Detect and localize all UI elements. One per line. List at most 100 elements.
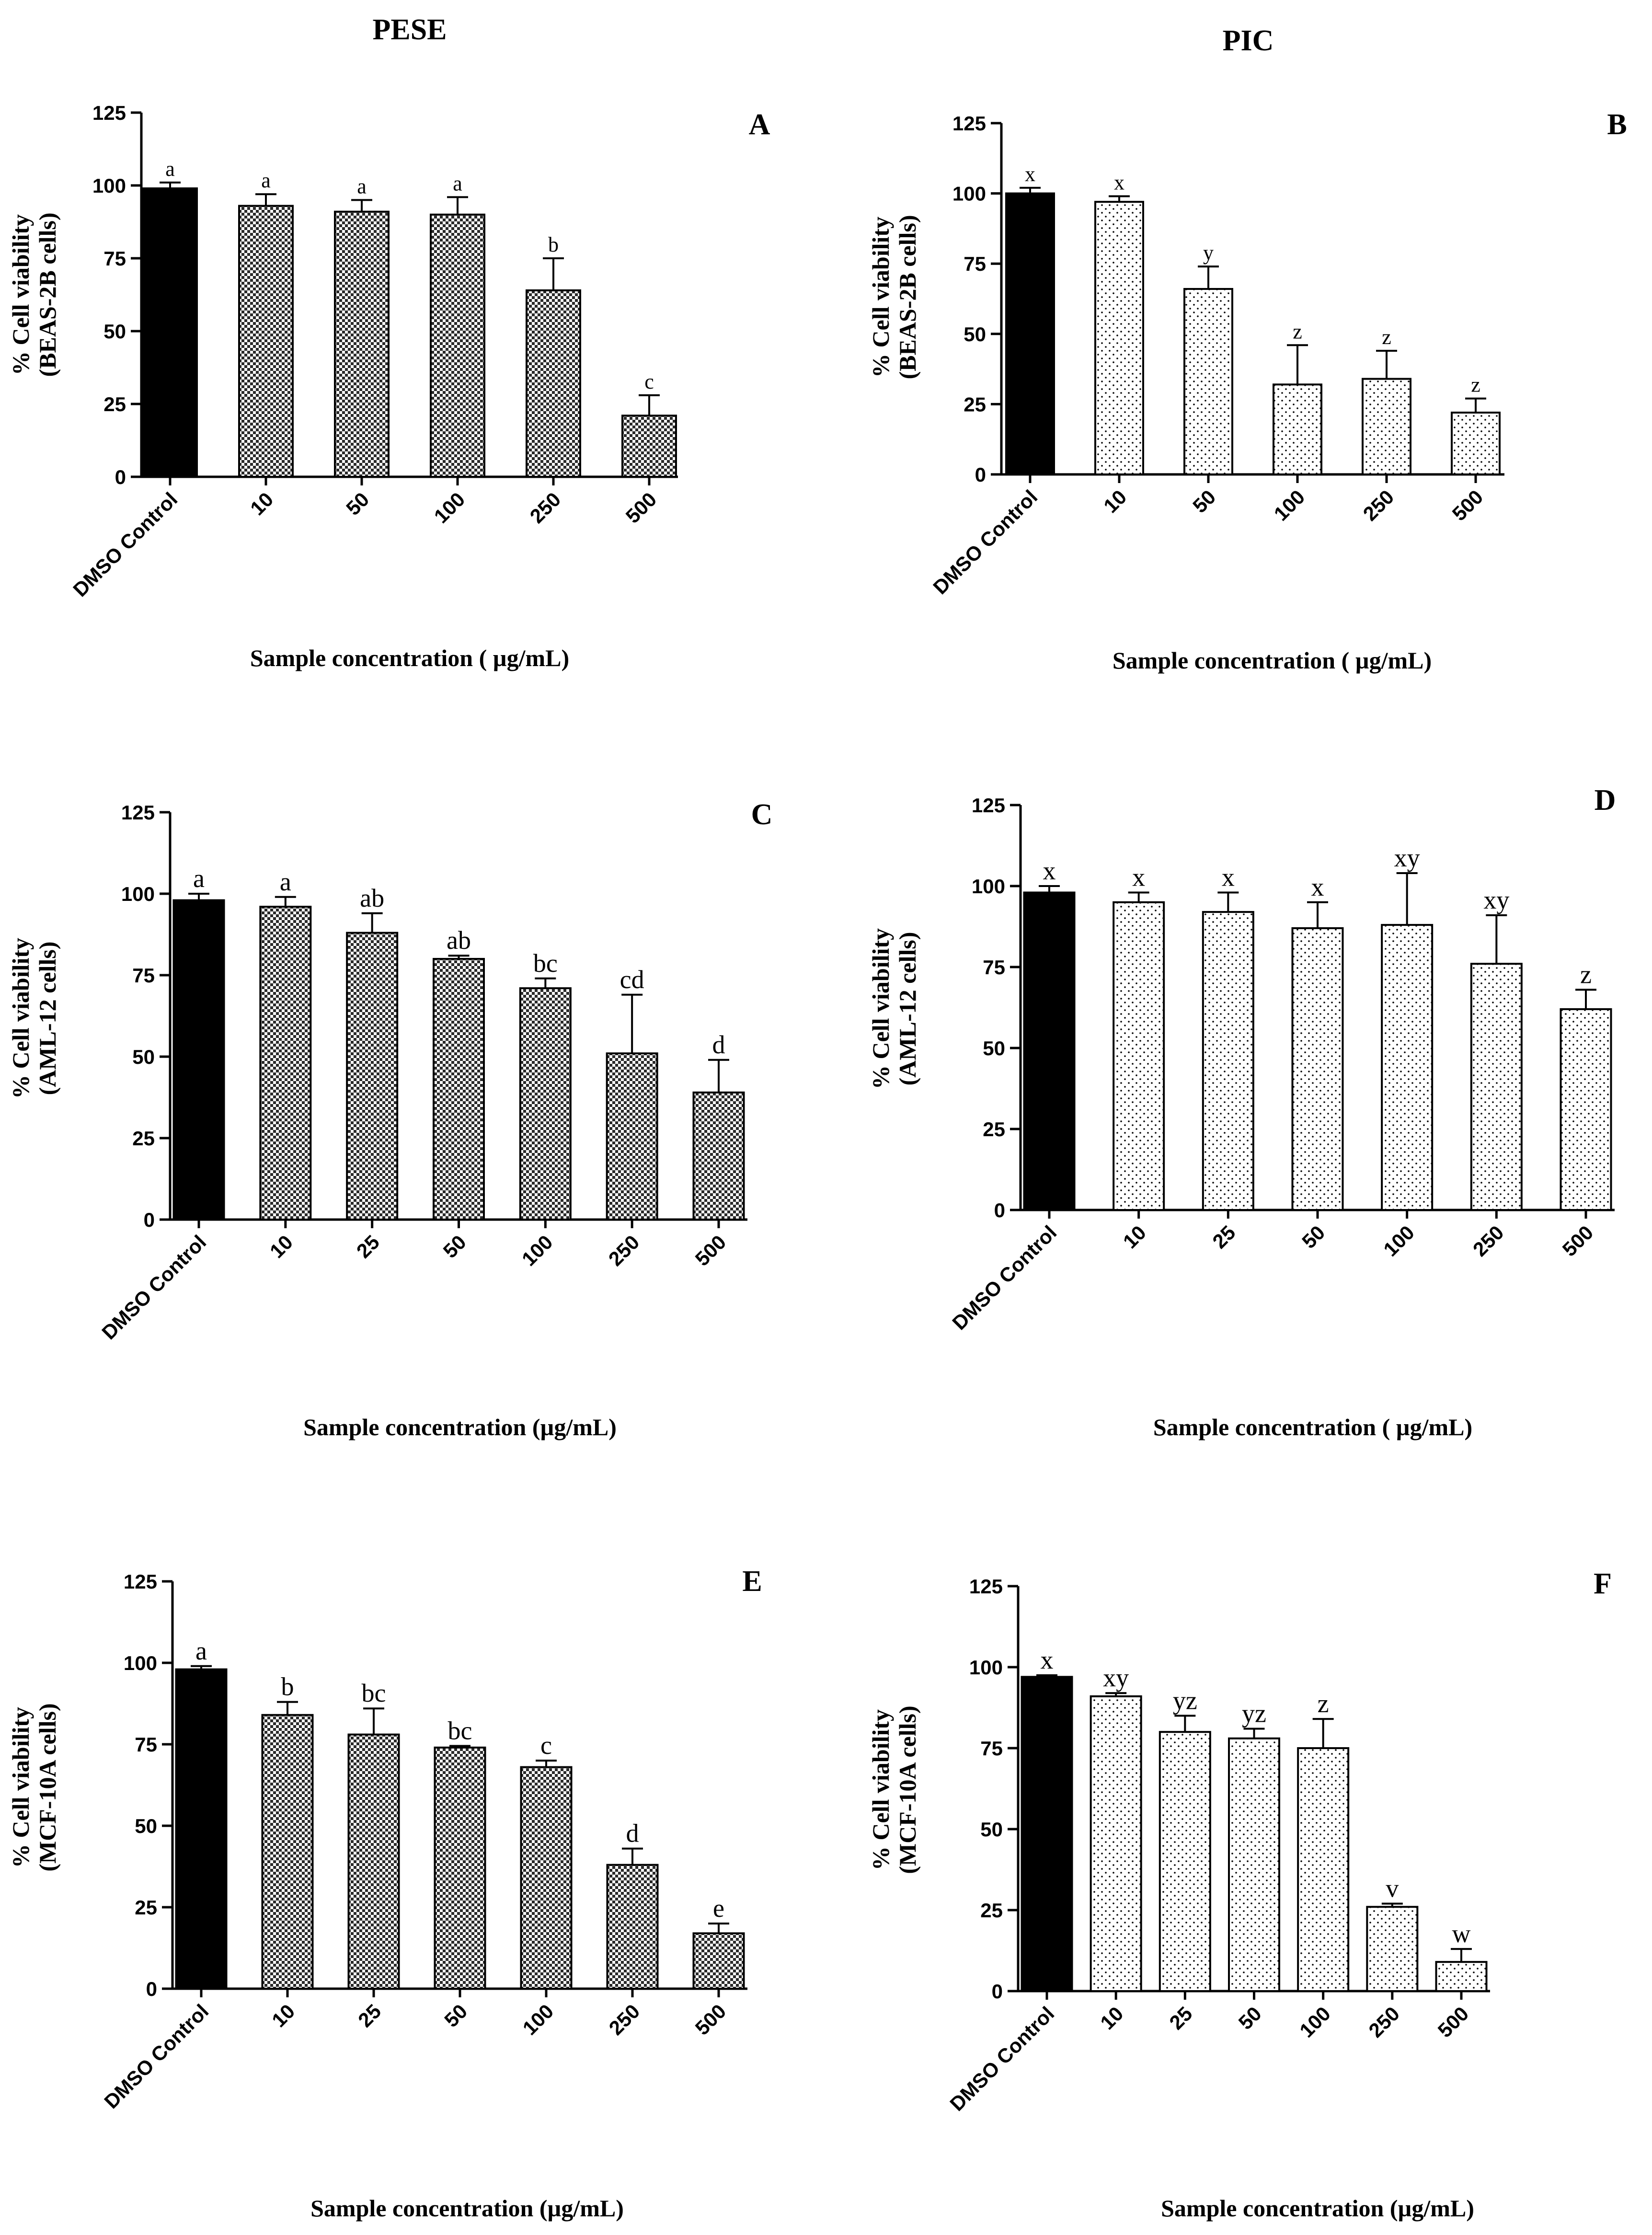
- bar-250: [606, 1864, 659, 1990]
- y-tick-label: 75: [103, 247, 126, 270]
- bar-50: [433, 958, 485, 1221]
- significance-letter: x: [1043, 856, 1056, 885]
- significance-letter: e: [713, 1894, 724, 1923]
- x-tick-label: DMSO Control: [97, 1231, 210, 1344]
- x-tick-label: 500: [691, 2000, 731, 2039]
- y-tick-label: 125: [121, 801, 155, 824]
- bar-500: [1435, 1961, 1488, 1992]
- bar-10: [1090, 1695, 1142, 1993]
- x-tick-label: 25: [354, 2000, 385, 2031]
- significance-letter: y: [1203, 241, 1214, 265]
- y-tick-label: 50: [103, 320, 126, 343]
- y-axis-label: % Cell viability (AML-12 cells): [7, 938, 61, 1099]
- x-tick-label: 100: [518, 2000, 558, 2039]
- y-tick-label: 25: [964, 393, 986, 415]
- x-tick-label: 100: [517, 1231, 557, 1270]
- bar-250: [526, 289, 581, 478]
- y-tick-label: 50: [132, 1046, 155, 1068]
- bar-500: [1451, 411, 1501, 475]
- bar-25: [346, 932, 399, 1221]
- x-tick-label: 50: [342, 488, 373, 519]
- bar-500: [621, 415, 677, 478]
- y-axis-label: % Cell viability (AML-12 cells): [867, 928, 921, 1089]
- bar-dmso-control: [142, 187, 198, 478]
- x-tick-label: 50: [1234, 2002, 1266, 2034]
- x-tick-label: 10: [265, 1231, 297, 1262]
- x-tick-label: 100: [1295, 2002, 1335, 2042]
- panels-group: A% Cell viability (BEAS-2B cells)Sample c…: [7, 102, 1627, 2222]
- significance-letter: a: [280, 867, 291, 896]
- y-axis-label-line: (AML-12 cells): [34, 942, 61, 1095]
- x-tick-label: 50: [1188, 485, 1220, 517]
- y-axis-label: % Cell viability (BEAS-2B cells): [7, 212, 61, 377]
- y-tick-label: 50: [983, 1037, 1005, 1060]
- x-tick-label: 250: [1468, 1221, 1508, 1261]
- significance-letter: bc: [362, 1679, 386, 1707]
- y-tick-label: 50: [980, 1818, 1003, 1841]
- bar-50: [334, 210, 390, 478]
- y-tick-label: 0: [975, 463, 986, 486]
- panel-letter: F: [1594, 1567, 1612, 1600]
- significance-letter: bc: [448, 1716, 472, 1745]
- significance-letter: a: [261, 169, 271, 192]
- significance-letter: d: [626, 1819, 639, 1848]
- significance-letter: x: [1311, 873, 1324, 901]
- significance-letter: x: [1132, 863, 1145, 892]
- y-tick-label: 50: [135, 1815, 157, 1837]
- y-tick-label: 25: [983, 1118, 1005, 1141]
- x-tick-label: 250: [1359, 485, 1399, 525]
- y-axis-label-line: % Cell viability: [867, 1709, 894, 1870]
- x-tick-label: 25: [1208, 1221, 1239, 1253]
- significance-letter: xy: [1103, 1663, 1129, 1692]
- x-tick-label: DMSO Control: [100, 2000, 213, 2113]
- x-tick-label: 500: [1434, 2002, 1473, 2042]
- bar-50: [1228, 1737, 1280, 1992]
- x-axis-label: Sample concentration ( µg/mL): [250, 645, 569, 671]
- y-axis-label-line: (BEAS-2B cells): [894, 215, 921, 379]
- x-axis-label: Sample concentration ( µg/mL): [1153, 1414, 1472, 1440]
- bar-25: [1159, 1731, 1211, 1992]
- significance-letter: yz: [1173, 1686, 1197, 1715]
- significance-letter: x: [1222, 863, 1235, 892]
- y-tick-label: 0: [146, 1978, 157, 2000]
- panel-letter: B: [1607, 108, 1627, 141]
- y-tick-label: 25: [132, 1127, 155, 1150]
- bar-50: [1183, 288, 1233, 475]
- y-tick-label: 100: [952, 183, 986, 205]
- bar-dmso-control: [1005, 192, 1055, 476]
- y-tick-label: 0: [115, 466, 126, 488]
- x-tick-label: 50: [440, 2000, 471, 2031]
- x-axis-label: Sample concentration ( µg/mL): [1113, 647, 1432, 674]
- bar-250: [606, 1052, 658, 1221]
- y-axis-label-line: % Cell viability: [7, 1707, 34, 1868]
- significance-letter: x: [1025, 162, 1035, 186]
- x-axis-label: Sample concentration (µg/mL): [1161, 2195, 1474, 2222]
- y-tick-label: 25: [103, 393, 126, 415]
- bar-100: [430, 213, 485, 478]
- bar-500: [692, 1932, 745, 1990]
- chart-panel-a: A % Cell viability (BEAS-2B cells) Sample c…: [7, 102, 770, 671]
- y-axis-label: % Cell viability (MCF-10A cells): [7, 1703, 61, 1871]
- y-axis-label-line: % Cell viability: [867, 217, 894, 378]
- significance-letter: xy: [1483, 886, 1509, 914]
- y-tick-label: 125: [952, 112, 986, 135]
- y-tick-label: 100: [972, 875, 1005, 898]
- y-tick-label: 75: [132, 964, 155, 987]
- y-tick-label: 0: [994, 1199, 1005, 1221]
- significance-letter: z: [1382, 325, 1391, 349]
- significance-letter: a: [165, 157, 175, 181]
- panel-letter: D: [1595, 784, 1616, 817]
- significance-letter: a: [357, 174, 367, 198]
- bar-250: [1362, 378, 1411, 476]
- significance-letter: a: [193, 864, 205, 893]
- x-tick-label: DMSO Control: [945, 2002, 1058, 2115]
- y-tick-label: 0: [992, 1980, 1003, 2003]
- significance-letter: ab: [447, 926, 471, 955]
- bar-100: [1273, 383, 1322, 475]
- significance-letter: bc: [533, 949, 558, 978]
- x-tick-label: DMSO Control: [948, 1221, 1061, 1334]
- y-axis-label: % Cell viability (BEAS-2B cells): [867, 215, 921, 379]
- y-axis-label: % Cell viability (MCF-10A cells): [867, 1705, 921, 1874]
- x-tick-label: 10: [1119, 1221, 1150, 1253]
